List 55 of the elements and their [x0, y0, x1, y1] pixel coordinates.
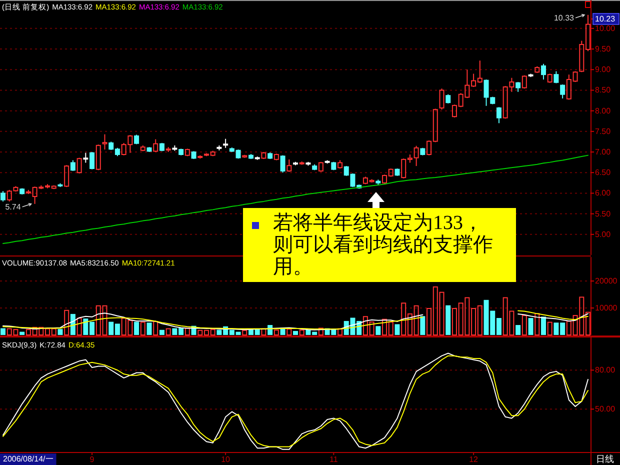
y-tick-label: 9.50 — [595, 44, 612, 54]
y-tick-label: 8.50 — [595, 86, 612, 95]
bar — [293, 330, 298, 335]
bar — [134, 322, 140, 335]
y-tick-label: 6.00 — [595, 188, 612, 198]
bar — [286, 328, 292, 336]
annotation: 5.74 — [5, 202, 22, 212]
x-tick-label: 10 — [221, 455, 231, 464]
bar — [166, 328, 171, 336]
bar — [159, 330, 164, 335]
bar — [528, 318, 534, 335]
y-tick-label: 8.00 — [595, 106, 612, 116]
bar — [534, 313, 540, 336]
bar — [64, 310, 70, 336]
y-tick-label: 6.50 — [595, 168, 612, 178]
bar — [0, 328, 6, 335]
y-tick-label: 10.00 — [595, 24, 616, 33]
bar — [140, 322, 146, 336]
bar — [261, 328, 266, 336]
bar — [540, 316, 546, 335]
bar — [153, 320, 158, 336]
x-tick-label: 11 — [329, 455, 338, 464]
bar — [20, 332, 25, 335]
bar — [446, 305, 451, 335]
x-tick-label: 12 — [469, 455, 479, 464]
y-tick-label: 7.00 — [595, 148, 612, 157]
y-tick-label: 20000 — [595, 276, 618, 286]
bar — [184, 328, 190, 336]
y-tick-label: 7.50 — [595, 126, 612, 136]
bar — [274, 330, 279, 336]
y-tick-label: 80.00 — [595, 366, 616, 375]
bar — [58, 329, 63, 335]
bar — [76, 318, 82, 336]
y-tick-label: 50.00 — [595, 404, 616, 414]
bar — [522, 315, 527, 336]
bar — [516, 325, 521, 335]
y-tick-label: 5.50 — [595, 209, 612, 218]
bar — [299, 330, 304, 336]
bar — [338, 328, 343, 336]
text: 2006/08/14/一 — [3, 454, 54, 464]
bar — [318, 328, 324, 336]
bar — [547, 322, 552, 336]
bar — [242, 330, 248, 336]
bar — [376, 326, 381, 335]
y-tick-label: 10000 — [595, 304, 618, 313]
y-tick-label: 10.23 — [595, 14, 616, 24]
bar — [394, 324, 400, 335]
annotation: 10.33 — [554, 13, 575, 22]
bar — [146, 322, 152, 335]
text: 日线 — [596, 454, 614, 464]
annotation: 若将半年线设定为133，则可以看到均线的支撑作用。 — [273, 212, 493, 278]
bar — [420, 316, 426, 335]
x-tick-label: 9 — [90, 455, 95, 464]
y-tick-label: 9.00 — [595, 65, 612, 74]
y-tick-label: 5.00 — [595, 230, 612, 239]
